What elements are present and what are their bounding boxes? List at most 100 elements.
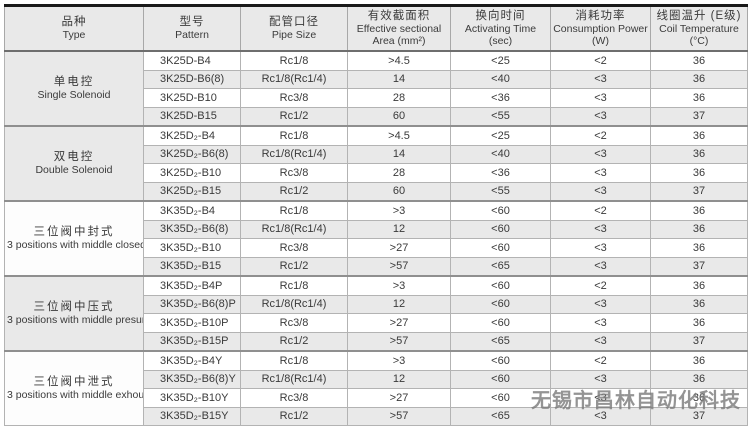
solenoid-spec-table: 品种 Type 型号 Pattern 配管口径 Pipe Size 有效截面积 … bbox=[4, 4, 748, 426]
header-effective-area-en: Effective sectional bbox=[356, 23, 442, 35]
cell-pattern: 3K35D₂-B15P bbox=[143, 331, 241, 352]
cell-pipe: Rc1/2 bbox=[240, 181, 348, 202]
table-row: 双电控 Double Solenoid 3K25D₂-B4 Rc1/8 >4.5 <25 <… bbox=[4, 125, 748, 202]
header-pipe-size-en: Pipe Size bbox=[271, 29, 317, 41]
cell-pipe: Rc3/8 bbox=[240, 388, 348, 408]
cell-time: <65 bbox=[450, 256, 551, 277]
cell-time: <36 bbox=[450, 88, 551, 108]
cell-area: >27 bbox=[347, 238, 451, 258]
cell-pattern: 3K35D₂-B15Y bbox=[143, 406, 241, 426]
header-activating-time-en: Activating Time bbox=[464, 23, 537, 35]
cell-pipe: Rc1/8 bbox=[240, 50, 348, 71]
cell-pipe: Rc1/8 bbox=[240, 125, 348, 146]
cell-pattern: 3K35D₂-B6(8) bbox=[143, 219, 241, 239]
cell-area: >57 bbox=[347, 256, 451, 277]
cell-pipe: Rc3/8 bbox=[240, 313, 348, 333]
table-row: 3K35D₂-B15Y Rc1/2 >57 <65 <3 37 bbox=[5, 406, 748, 426]
cell-time: <40 bbox=[450, 144, 551, 164]
cell-power: <3 bbox=[550, 181, 651, 202]
type-label-en: Single Solenoid bbox=[37, 89, 111, 101]
cell-time: <55 bbox=[450, 106, 551, 127]
header-type: 品种 Type bbox=[4, 5, 144, 52]
cell-area: 28 bbox=[347, 88, 451, 108]
cell-time: <25 bbox=[450, 125, 551, 146]
table-row: 3K35D₂-B6(8)Y Rc1/8(Rc1/4) 12 <60 <3 36 bbox=[5, 369, 748, 389]
cell-temp: 36 bbox=[650, 275, 748, 296]
cell-temp: 36 bbox=[650, 313, 748, 333]
header-activating-time-zh: 换向时间 bbox=[475, 10, 526, 22]
cell-temp: 36 bbox=[650, 238, 748, 258]
cell-pipe: Rc1/8(Rc1/4) bbox=[240, 69, 348, 89]
cell-power: <2 bbox=[550, 50, 651, 71]
cell-pattern: 3K35D₂-B6(8)Y bbox=[143, 369, 241, 389]
cell-power: <3 bbox=[550, 238, 651, 258]
cell-area: >57 bbox=[347, 331, 451, 352]
cell-temp: 36 bbox=[650, 88, 748, 108]
cell-pipe: Rc1/8 bbox=[240, 350, 348, 371]
cell-pattern: 3K35D₂-B4P bbox=[143, 275, 241, 296]
cell-power: <2 bbox=[550, 275, 651, 296]
table-row: 三位阀中封式 3 positions with middle closed 3K35… bbox=[4, 200, 748, 277]
table-row: 三位阀中压式 3 positions with middle presure 3K3… bbox=[4, 275, 748, 352]
cell-temp: 37 bbox=[650, 331, 748, 352]
cell-temp: 36 bbox=[650, 200, 748, 221]
type-cell: 三位阀中封式 3 positions with middle closed bbox=[4, 200, 144, 277]
cell-time: <60 bbox=[450, 350, 551, 371]
type-label-en: 3 positions with middle exhoust bbox=[7, 389, 144, 401]
header-consumption-power-en: Consumption Power bbox=[553, 23, 648, 35]
cell-pipe: Rc1/8 bbox=[240, 275, 348, 296]
cell-time: <60 bbox=[450, 219, 551, 239]
header-effective-area-zh: 有效截面积 bbox=[367, 10, 431, 22]
table-row: 3K35D₂-B6(8)P Rc1/8(Rc1/4) 12 <60 <3 36 bbox=[5, 294, 748, 314]
type-label-en: 3 positions with middle presure bbox=[7, 314, 144, 326]
cell-power: <3 bbox=[550, 369, 651, 389]
cell-pipe: Rc3/8 bbox=[240, 163, 348, 183]
cell-temp: 36 bbox=[650, 369, 748, 389]
cell-pattern: 3K25D-B6(8) bbox=[143, 69, 241, 89]
type-label-zh: 双电控 bbox=[53, 151, 95, 163]
header-pattern-zh: 型号 bbox=[179, 16, 205, 28]
cell-pattern: 3K35D₂-B15 bbox=[143, 256, 241, 277]
cell-pattern: 3K35D₂-B4 bbox=[143, 200, 241, 221]
table-row: 3K25D₂-B15 Rc1/2 60 <55 <3 37 bbox=[5, 181, 748, 202]
cell-area: 14 bbox=[347, 144, 451, 164]
cell-power: <3 bbox=[550, 256, 651, 277]
cell-pattern: 3K35D₂-B10Y bbox=[143, 388, 241, 408]
cell-time: <36 bbox=[450, 163, 551, 183]
cell-temp: 37 bbox=[650, 406, 748, 426]
header-coil-temperature-sub: (°C) bbox=[689, 35, 709, 47]
watermark-text: 无锡市昌林自动化科技 bbox=[531, 390, 741, 412]
cell-pipe: Rc1/8(Rc1/4) bbox=[240, 369, 348, 389]
cell-area: 60 bbox=[347, 181, 451, 202]
table-row: 3K35D₂-B15 Rc1/2 >57 <65 <3 37 bbox=[5, 256, 748, 277]
cell-pattern: 3K25D-B10 bbox=[143, 88, 241, 108]
cell-area: >4.5 bbox=[347, 125, 451, 146]
cell-temp: 36 bbox=[650, 163, 748, 183]
table-row: 单电控 Single Solenoid 3K25D-B4 Rc1/8 >4.5 <25 <2… bbox=[4, 50, 748, 127]
table-row: 3K35D₂-B15P Rc1/2 >57 <65 <3 37 bbox=[5, 331, 748, 352]
cell-time: <60 bbox=[450, 294, 551, 314]
cell-area: 12 bbox=[347, 219, 451, 239]
cell-power: <2 bbox=[550, 200, 651, 221]
cell-time: <60 bbox=[450, 388, 551, 408]
cell-pipe: Rc1/8 bbox=[240, 200, 348, 221]
cell-time: <60 bbox=[450, 275, 551, 296]
header-activating-time-sub: (sec) bbox=[488, 35, 513, 47]
cell-pipe: Rc3/8 bbox=[240, 238, 348, 258]
cell-time: <60 bbox=[450, 313, 551, 333]
table-row: 3K25D-B15 Rc1/2 60 <55 <3 37 bbox=[5, 106, 748, 127]
cell-temp: 37 bbox=[650, 106, 748, 127]
cell-power: <3 bbox=[550, 313, 651, 333]
header-pipe-size: 配管口径 Pipe Size bbox=[240, 5, 348, 52]
table-row: 三位阀中泄式 3 positions with middle exhoust 3K3… bbox=[4, 350, 748, 426]
cell-temp: 36 bbox=[650, 350, 748, 371]
table-row: 3K25D₂-B10 Rc3/8 28 <36 <3 36 bbox=[5, 163, 748, 183]
header-coil-temperature-zh: 线圈温升 (E级) bbox=[656, 10, 742, 22]
type-cell: 三位阀中泄式 3 positions with middle exhoust bbox=[4, 350, 144, 426]
type-label-zh: 三位阀中压式 bbox=[33, 301, 115, 313]
type-cell: 单电控 Single Solenoid bbox=[4, 50, 144, 127]
type-label-zh: 三位阀中泄式 bbox=[33, 376, 115, 388]
cell-time: <65 bbox=[450, 331, 551, 352]
cell-power: <2 bbox=[550, 350, 651, 371]
cell-pattern: 3K25D₂-B10 bbox=[143, 163, 241, 183]
